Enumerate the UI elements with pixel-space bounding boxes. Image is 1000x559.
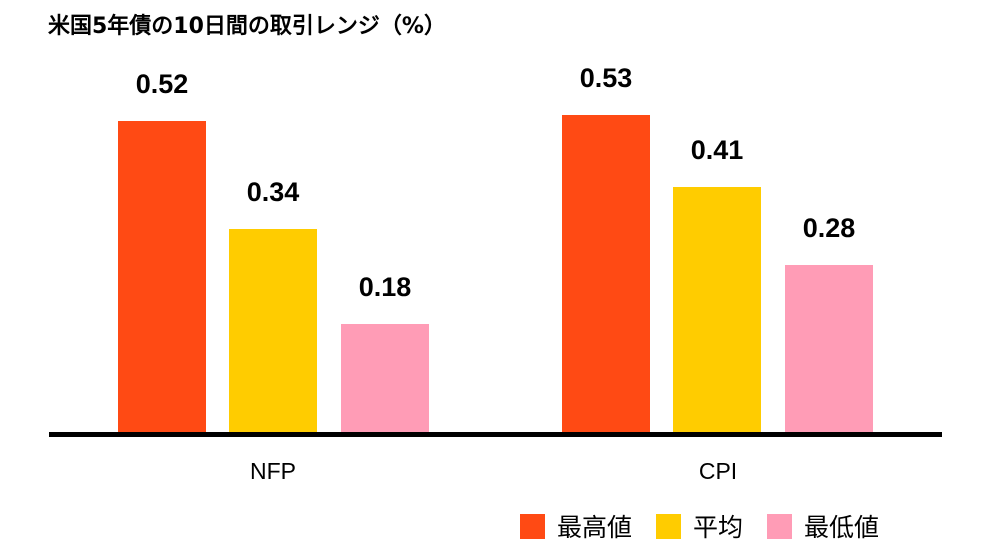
value-label-nfp-low: 0.18 xyxy=(358,272,412,302)
bar-cpi-low xyxy=(785,265,873,432)
chart-title: 米国5年債の10日間の取引レンジ（%） xyxy=(48,14,446,39)
category-label-nfp: NFP xyxy=(250,458,296,484)
bar-nfp-high xyxy=(118,121,206,432)
legend-swatch-average xyxy=(656,513,682,539)
bar-nfp-low xyxy=(341,324,429,432)
legend-label-low: 最低値 xyxy=(804,513,880,542)
legend: 最高値 平均 最低値 xyxy=(520,508,903,544)
category-label-cpi: CPI xyxy=(698,458,738,484)
value-label-cpi-high: 0.53 xyxy=(579,63,633,93)
bar-cpi-high xyxy=(562,115,650,432)
legend-item-low: 最低値 xyxy=(767,508,879,544)
legend-item-average: 平均 xyxy=(656,508,743,544)
value-label-nfp-high: 0.52 xyxy=(135,69,189,99)
bar-cpi-average xyxy=(673,187,761,432)
legend-item-high: 最高値 xyxy=(520,508,632,544)
value-label-cpi-average: 0.41 xyxy=(690,135,744,165)
legend-label-average: 平均 xyxy=(693,513,744,542)
legend-swatch-low xyxy=(767,513,793,539)
legend-label-high: 最高値 xyxy=(557,513,633,542)
legend-swatch-high xyxy=(520,513,545,539)
bar-nfp-average xyxy=(229,229,317,432)
x-axis-line xyxy=(49,432,942,437)
value-label-cpi-low: 0.28 xyxy=(802,213,856,243)
value-label-nfp-average: 0.34 xyxy=(246,177,300,207)
